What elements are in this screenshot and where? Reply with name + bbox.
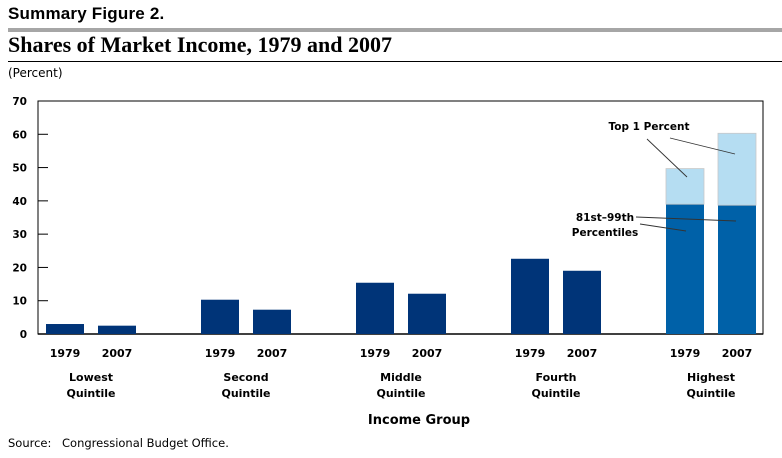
year-tick-label: 2007 <box>257 347 288 360</box>
bar <box>253 309 291 334</box>
annotation-81-99-line1: 81st–99th <box>576 212 634 224</box>
group-label: Quintile <box>376 387 425 400</box>
year-tick-label: 1979 <box>205 347 236 360</box>
year-tick-label: 2007 <box>722 347 753 360</box>
year-tick-label: 1979 <box>670 347 701 360</box>
year-tick-label: 2007 <box>567 347 598 360</box>
annotation-leader-line <box>635 216 737 222</box>
source-note: Source: Congressional Budget Office. <box>8 436 229 450</box>
bar <box>408 293 446 334</box>
title-rule <box>8 61 782 62</box>
bar-segment-top-1 <box>717 132 757 206</box>
year-tick-label: 2007 <box>412 347 443 360</box>
annotation-81-99-line2: Percentiles <box>572 227 638 239</box>
annotation-top-1-percent: Top 1 Percent <box>609 121 690 133</box>
group-label: Quintile <box>531 387 580 400</box>
bar <box>98 325 136 334</box>
source-label: Source: <box>8 436 52 450</box>
chart-title: Shares of Market Income, 1979 and 2007 <box>8 32 392 57</box>
year-tick-label: 1979 <box>50 347 81 360</box>
annotation-leader-line <box>639 223 687 232</box>
header-rule <box>8 28 782 32</box>
x-axis-title: Income Group <box>368 413 470 428</box>
group-label: Quintile <box>66 387 115 400</box>
year-tick-label: 1979 <box>360 347 391 360</box>
bar <box>563 270 601 334</box>
y-tick-label: 20 <box>12 262 27 274</box>
group-label: Middle <box>380 371 422 384</box>
y-tick-label: 40 <box>12 196 27 208</box>
y-tick-label: 50 <box>12 163 27 175</box>
group-label: Fourth <box>536 371 577 384</box>
bar <box>511 258 549 334</box>
bar-segment-81-99 <box>666 204 704 334</box>
unit-label: (Percent) <box>8 66 63 80</box>
y-tick-label: 10 <box>12 296 27 308</box>
y-tick-label: 30 <box>12 229 27 241</box>
group-label: Quintile <box>686 387 735 400</box>
y-tick-label: 0 <box>20 329 27 341</box>
annotation-leader-line <box>646 138 688 178</box>
bar <box>46 324 84 334</box>
bar <box>356 282 394 334</box>
group-label: Quintile <box>221 387 270 400</box>
figure-label: Summary Figure 2. <box>8 4 165 23</box>
group-label: Highest <box>687 371 735 384</box>
y-tick-label: 70 <box>12 96 27 108</box>
bar-segment-top-1 <box>665 168 705 205</box>
group-label: Second <box>223 371 268 384</box>
bar <box>201 299 239 334</box>
group-label: Lowest <box>69 371 113 384</box>
y-tick-label: 60 <box>12 129 27 141</box>
source-text: Congressional Budget Office. <box>62 436 229 450</box>
year-tick-label: 2007 <box>102 347 133 360</box>
bar-segment-81-99 <box>718 205 756 334</box>
annotation-leader-line <box>669 137 736 155</box>
year-tick-label: 1979 <box>515 347 546 360</box>
